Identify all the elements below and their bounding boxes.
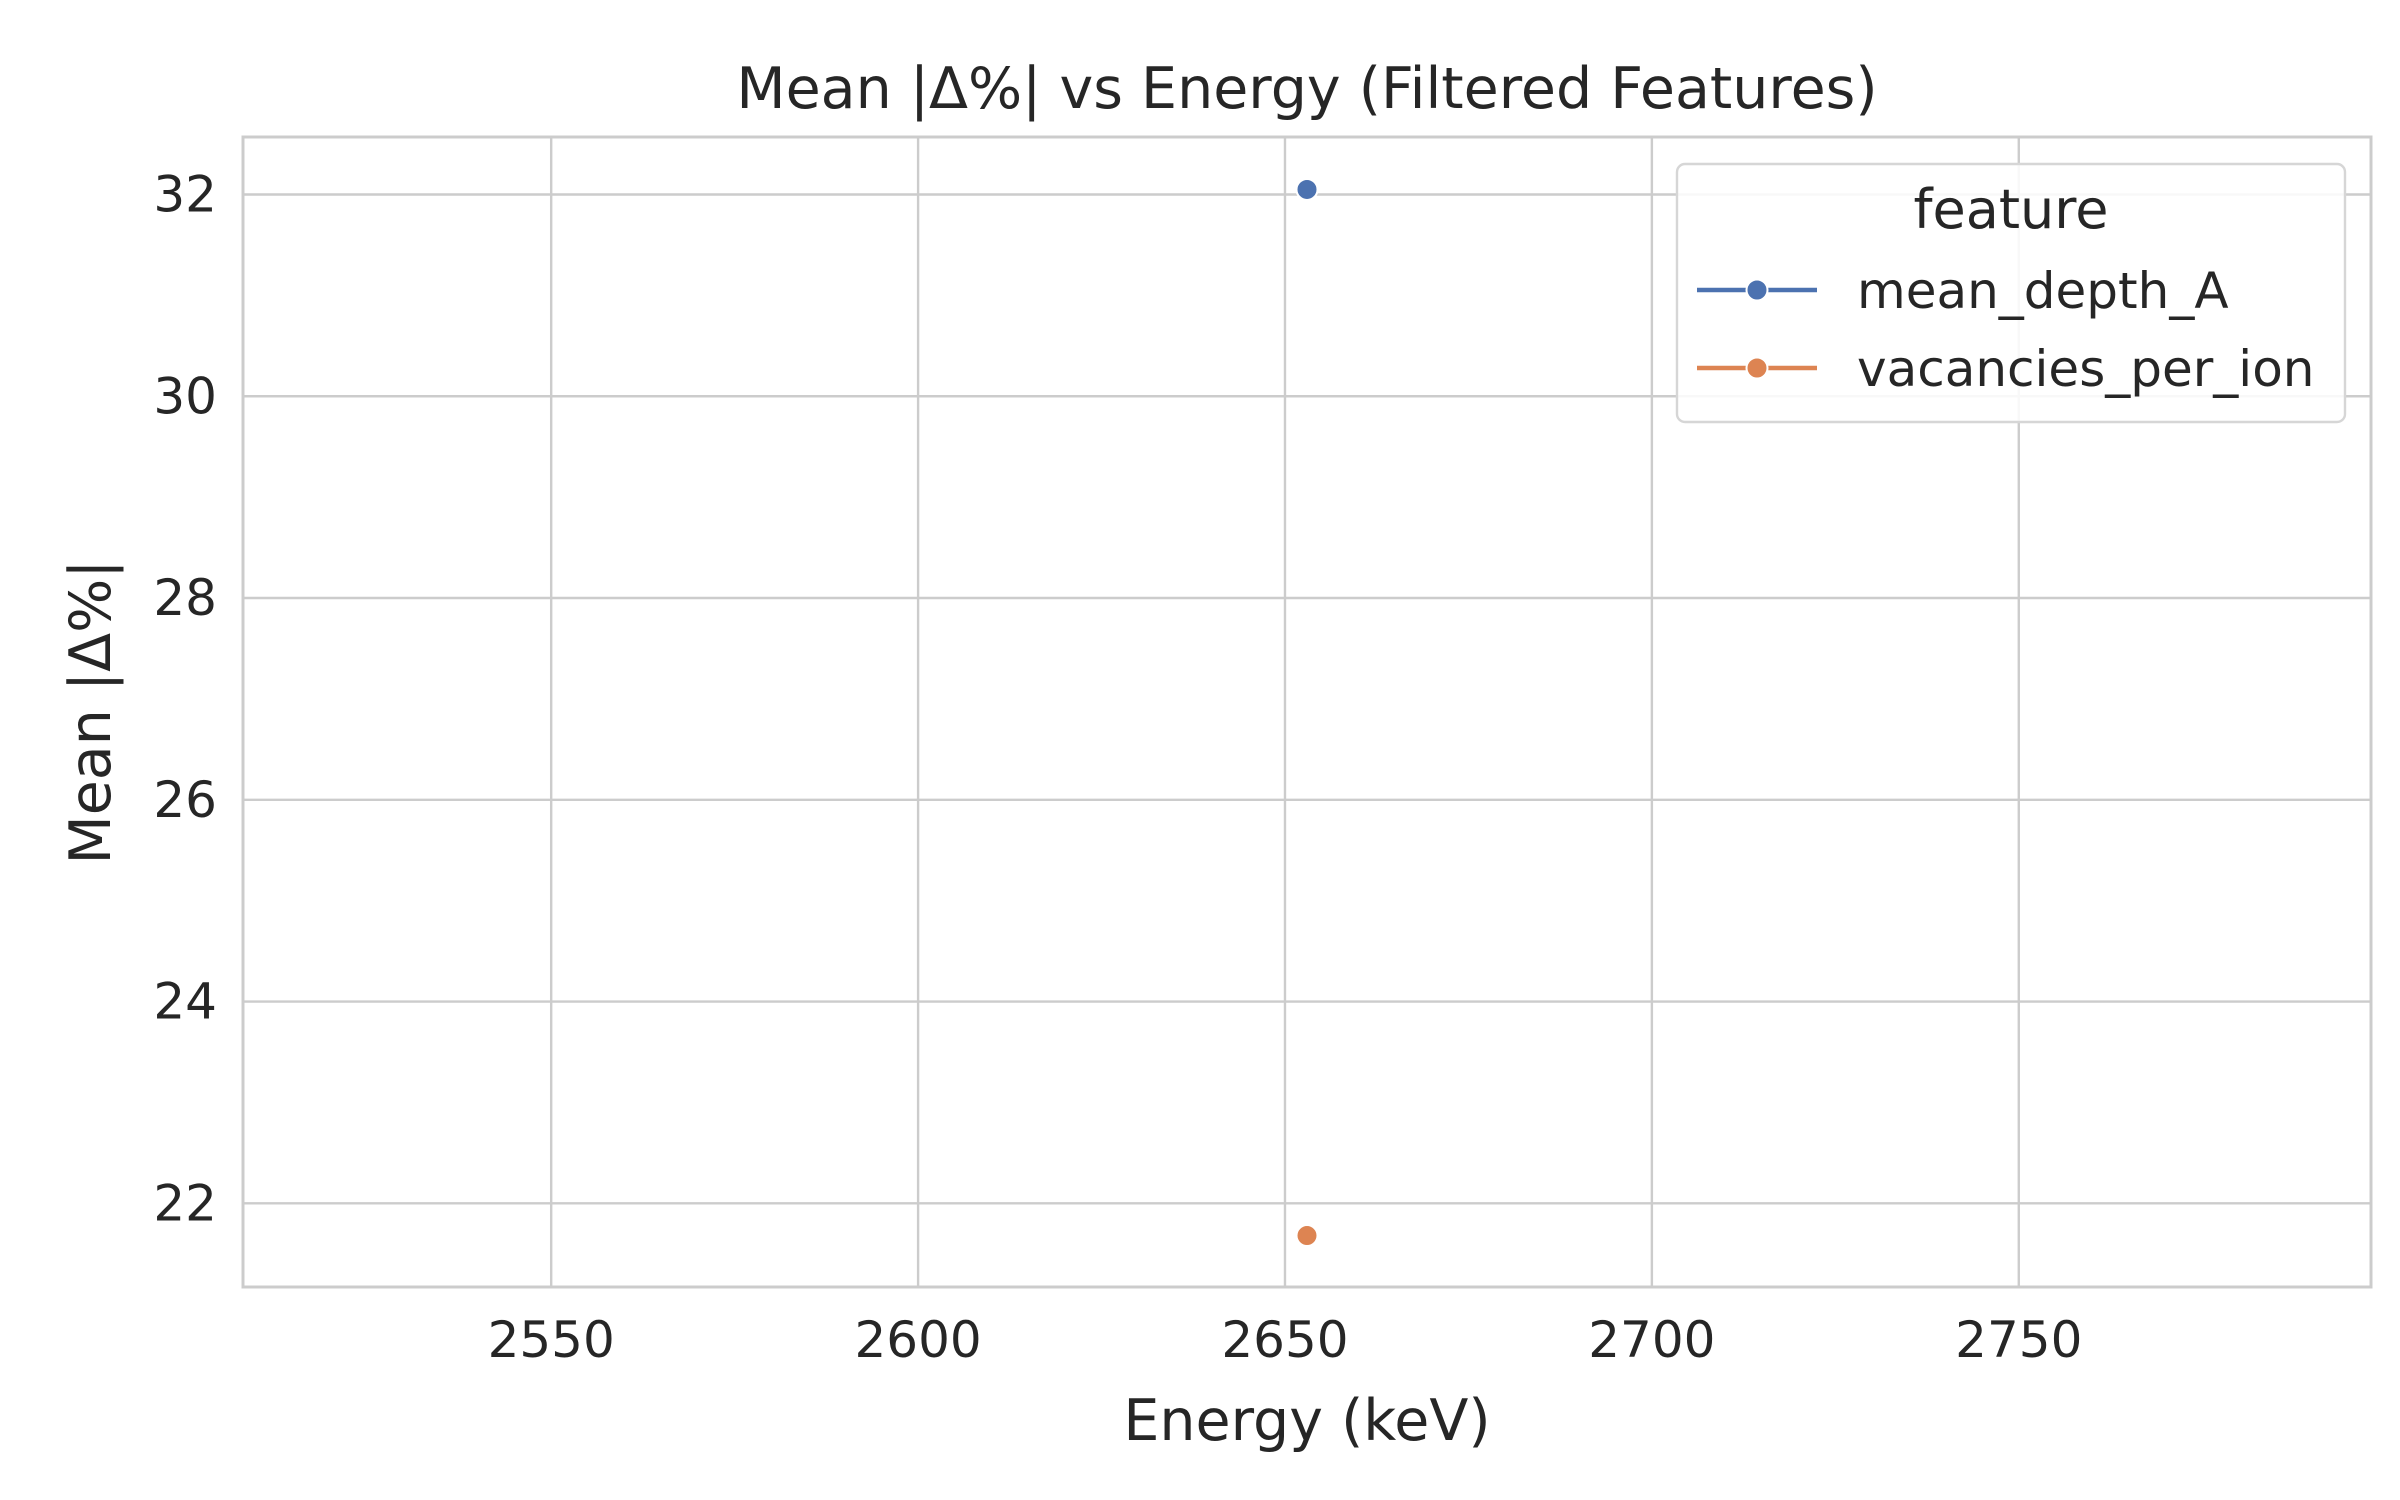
x-tick-label: 2600 — [854, 1311, 981, 1369]
legend-label: mean_depth_A — [1857, 262, 2229, 320]
legend-dot-marker — [1745, 278, 1769, 302]
x-tick-label: 2650 — [1221, 1311, 1348, 1369]
y-tick-label: 30 — [153, 367, 217, 425]
x-tick-label: 2750 — [1955, 1311, 2082, 1369]
x-axis-label: Energy (keV) — [1123, 1388, 1490, 1454]
y-tick-label: 26 — [153, 771, 217, 829]
legend-title: feature — [1914, 178, 2109, 241]
y-tick-label: 22 — [153, 1174, 217, 1232]
legend: feature mean_depth_A vacancies_per_ion — [1675, 162, 2347, 424]
data-point-vacancies-per-ion — [1295, 1224, 1319, 1248]
x-tick-labels: 2550 2600 2650 2700 2750 — [488, 1311, 2083, 1369]
y-tick-label: 28 — [153, 569, 217, 627]
legend-dot-marker — [1745, 356, 1769, 380]
plot-frame — [241, 135, 2373, 1289]
x-tick-label: 2700 — [1588, 1311, 1715, 1369]
y-tick-label: 32 — [153, 166, 217, 224]
legend-item: mean_depth_A — [1697, 262, 2229, 320]
legend-item: vacancies_per_ion — [1697, 340, 2314, 398]
y-tick-label: 24 — [153, 973, 217, 1031]
legend-box — [1675, 162, 2347, 424]
legend-label: vacancies_per_ion — [1857, 340, 2314, 398]
chart-title: Mean |Δ%| vs Energy (Filtered Features) — [736, 56, 1877, 122]
data-points — [1295, 177, 1319, 1248]
x-tick-label: 2550 — [488, 1311, 615, 1369]
data-point-mean-depth-A — [1295, 177, 1319, 201]
y-axis-label: Mean |Δ%| — [58, 560, 124, 865]
legend-items: mean_depth_A vacancies_per_ion — [1697, 262, 2314, 398]
y-tick-labels: 22 24 26 28 30 32 — [153, 166, 217, 1233]
